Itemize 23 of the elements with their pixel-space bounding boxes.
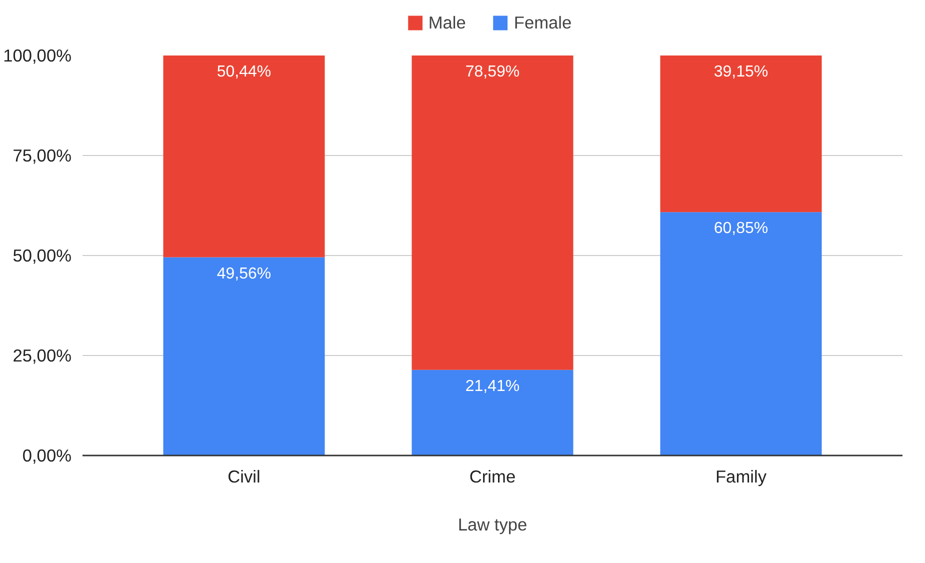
bar [412,370,574,456]
y-tick-label: 0,00% [22,446,72,466]
data-label: 49,56% [216,265,272,282]
bar [660,56,822,212]
y-tick-label: 75,00% [12,146,72,166]
legend-label: Female [514,12,572,33]
bar [412,56,574,370]
bar [163,56,325,258]
bar [660,212,822,456]
x-axis-title: Law type [458,514,528,534]
data-label: 21,41% [465,378,520,395]
data-label: 39,15% [714,64,768,80]
x-tick-label: Crime [469,466,516,486]
data-label: 78,59% [465,64,520,80]
y-tick-label: 100,00% [3,46,72,66]
x-tick-label: Civil [228,466,260,486]
data-label: 50,44% [216,64,272,80]
data-label: 60,85% [714,220,768,238]
y-tick-label: 25,00% [12,346,72,366]
y-tick-label: 50,00% [12,246,72,266]
x-tick-label: Family [715,466,767,486]
bar [163,257,325,456]
legend-label: Male [428,12,466,33]
